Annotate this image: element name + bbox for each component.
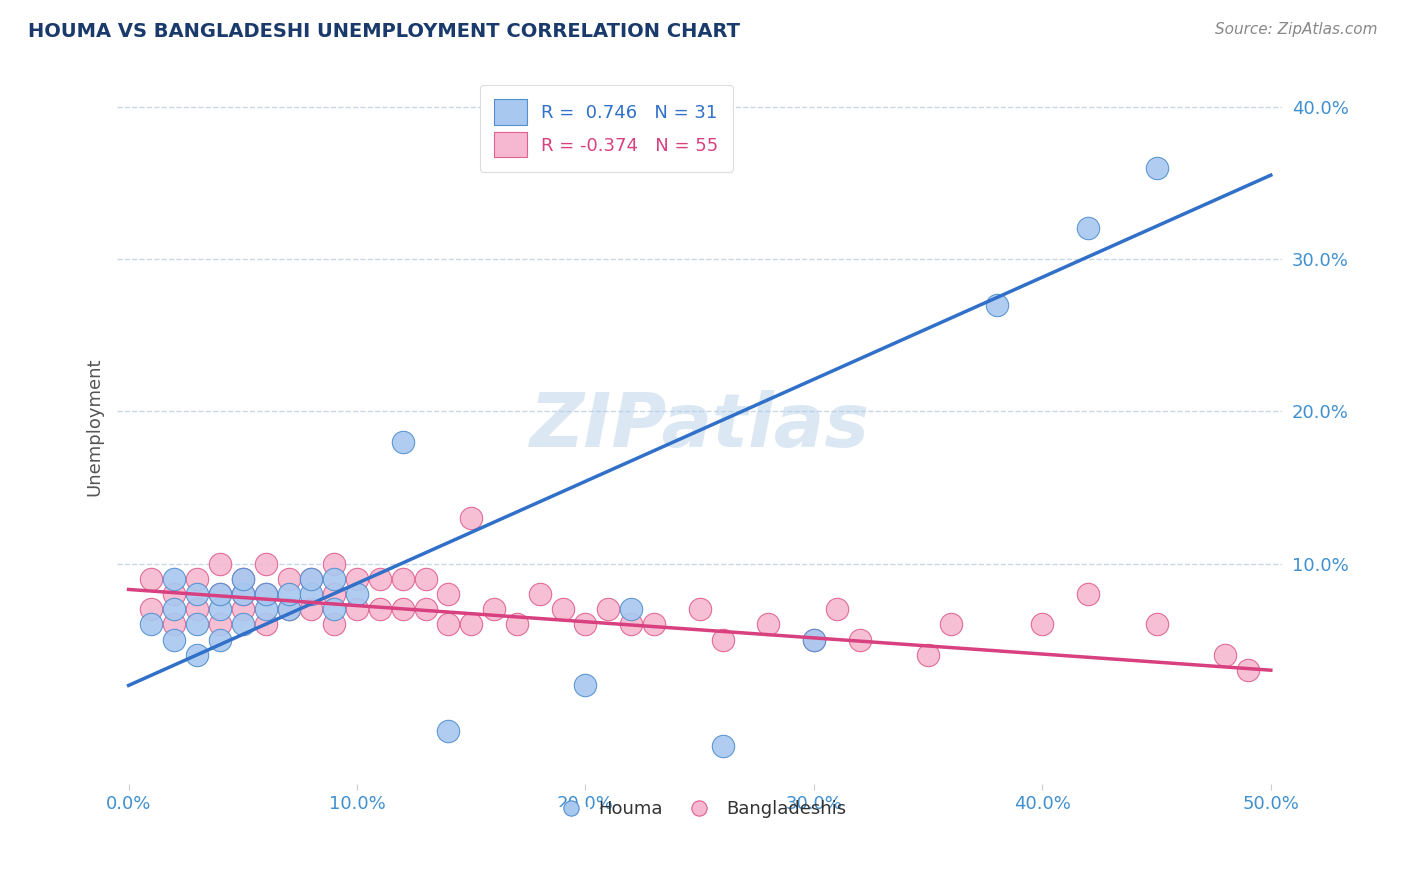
Point <box>986 297 1008 311</box>
Point <box>711 739 734 754</box>
Point <box>299 572 322 586</box>
Point <box>415 602 437 616</box>
Point <box>299 587 322 601</box>
Point <box>711 632 734 647</box>
Point <box>186 602 208 616</box>
Point <box>598 602 620 616</box>
Point <box>254 587 277 601</box>
Point <box>208 587 231 601</box>
Point <box>437 617 460 632</box>
Point <box>825 602 848 616</box>
Point <box>620 617 643 632</box>
Point <box>232 572 254 586</box>
Point <box>1237 663 1260 677</box>
Point <box>232 587 254 601</box>
Point <box>460 511 482 525</box>
Point <box>186 617 208 632</box>
Point <box>1031 617 1053 632</box>
Point <box>848 632 870 647</box>
Point <box>620 602 643 616</box>
Point <box>163 572 186 586</box>
Point <box>163 602 186 616</box>
Point <box>254 602 277 616</box>
Point <box>391 602 413 616</box>
Text: HOUMA VS BANGLADESHI UNEMPLOYMENT CORRELATION CHART: HOUMA VS BANGLADESHI UNEMPLOYMENT CORREL… <box>28 22 740 41</box>
Point <box>232 587 254 601</box>
Point <box>323 557 346 571</box>
Point <box>346 572 368 586</box>
Point <box>208 587 231 601</box>
Point <box>208 617 231 632</box>
Point <box>460 617 482 632</box>
Point <box>1077 221 1099 235</box>
Point <box>163 617 186 632</box>
Point <box>323 602 346 616</box>
Point <box>689 602 711 616</box>
Point <box>299 572 322 586</box>
Point <box>917 648 939 662</box>
Point <box>232 572 254 586</box>
Point <box>551 602 574 616</box>
Point <box>939 617 962 632</box>
Point <box>437 587 460 601</box>
Point <box>323 617 346 632</box>
Point <box>1077 587 1099 601</box>
Point <box>299 602 322 616</box>
Point <box>163 632 186 647</box>
Point <box>1146 161 1168 175</box>
Point <box>756 617 779 632</box>
Point <box>391 572 413 586</box>
Point <box>323 587 346 601</box>
Point <box>643 617 665 632</box>
Point <box>803 632 825 647</box>
Point <box>186 648 208 662</box>
Text: Source: ZipAtlas.com: Source: ZipAtlas.com <box>1215 22 1378 37</box>
Point <box>254 587 277 601</box>
Point <box>277 602 299 616</box>
Point <box>163 587 186 601</box>
Point <box>482 602 505 616</box>
Point <box>277 602 299 616</box>
Point <box>232 602 254 616</box>
Point <box>186 587 208 601</box>
Point <box>232 617 254 632</box>
Point <box>437 724 460 739</box>
Point <box>803 632 825 647</box>
Point <box>574 678 596 692</box>
Point <box>1213 648 1236 662</box>
Point <box>368 572 391 586</box>
Point <box>1146 617 1168 632</box>
Point <box>208 602 231 616</box>
Point <box>141 572 163 586</box>
Point <box>346 602 368 616</box>
Point <box>277 572 299 586</box>
Point <box>415 572 437 586</box>
Point <box>574 617 596 632</box>
Point <box>529 587 551 601</box>
Point <box>391 434 413 449</box>
Point <box>368 602 391 616</box>
Point <box>186 572 208 586</box>
Text: ZIPatlas: ZIPatlas <box>530 390 870 463</box>
Point <box>254 617 277 632</box>
Y-axis label: Unemployment: Unemployment <box>86 357 103 496</box>
Point <box>323 572 346 586</box>
Point <box>141 602 163 616</box>
Legend: Houma, Bangladeshis: Houma, Bangladeshis <box>546 793 853 825</box>
Point <box>277 587 299 601</box>
Point <box>141 617 163 632</box>
Point <box>208 632 231 647</box>
Point <box>208 557 231 571</box>
Point <box>346 587 368 601</box>
Point <box>254 557 277 571</box>
Point <box>506 617 529 632</box>
